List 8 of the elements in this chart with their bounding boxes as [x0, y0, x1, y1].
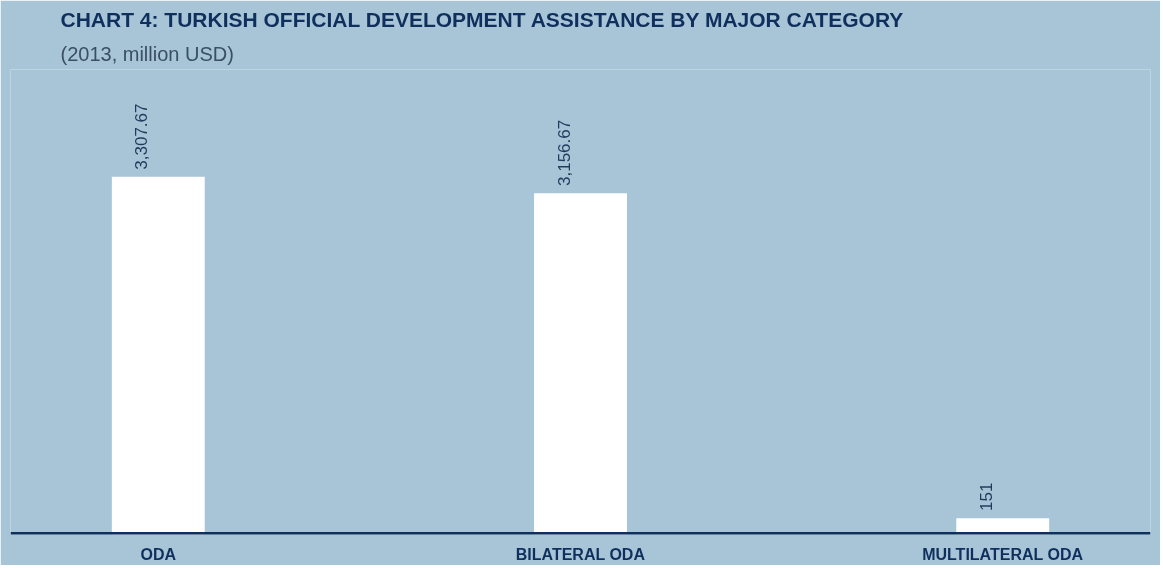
- x-tick-label: MULTILATERAL ODA: [922, 545, 1084, 563]
- x-tick-label: ODA: [140, 545, 177, 563]
- data-label: 151: [976, 482, 996, 512]
- chart-title: CHART 4: TURKISH OFFICIAL DEVELOPMENT ASSISTANCE BY MAJOR CATEGORY: [60, 7, 904, 31]
- data-label: 3,307.67: [132, 103, 152, 170]
- data-label: 3,156.67: [554, 119, 574, 186]
- chart-subtitle: (2013, million USD): [60, 42, 234, 65]
- x-tick-label: BILATERAL ODA: [515, 545, 646, 563]
